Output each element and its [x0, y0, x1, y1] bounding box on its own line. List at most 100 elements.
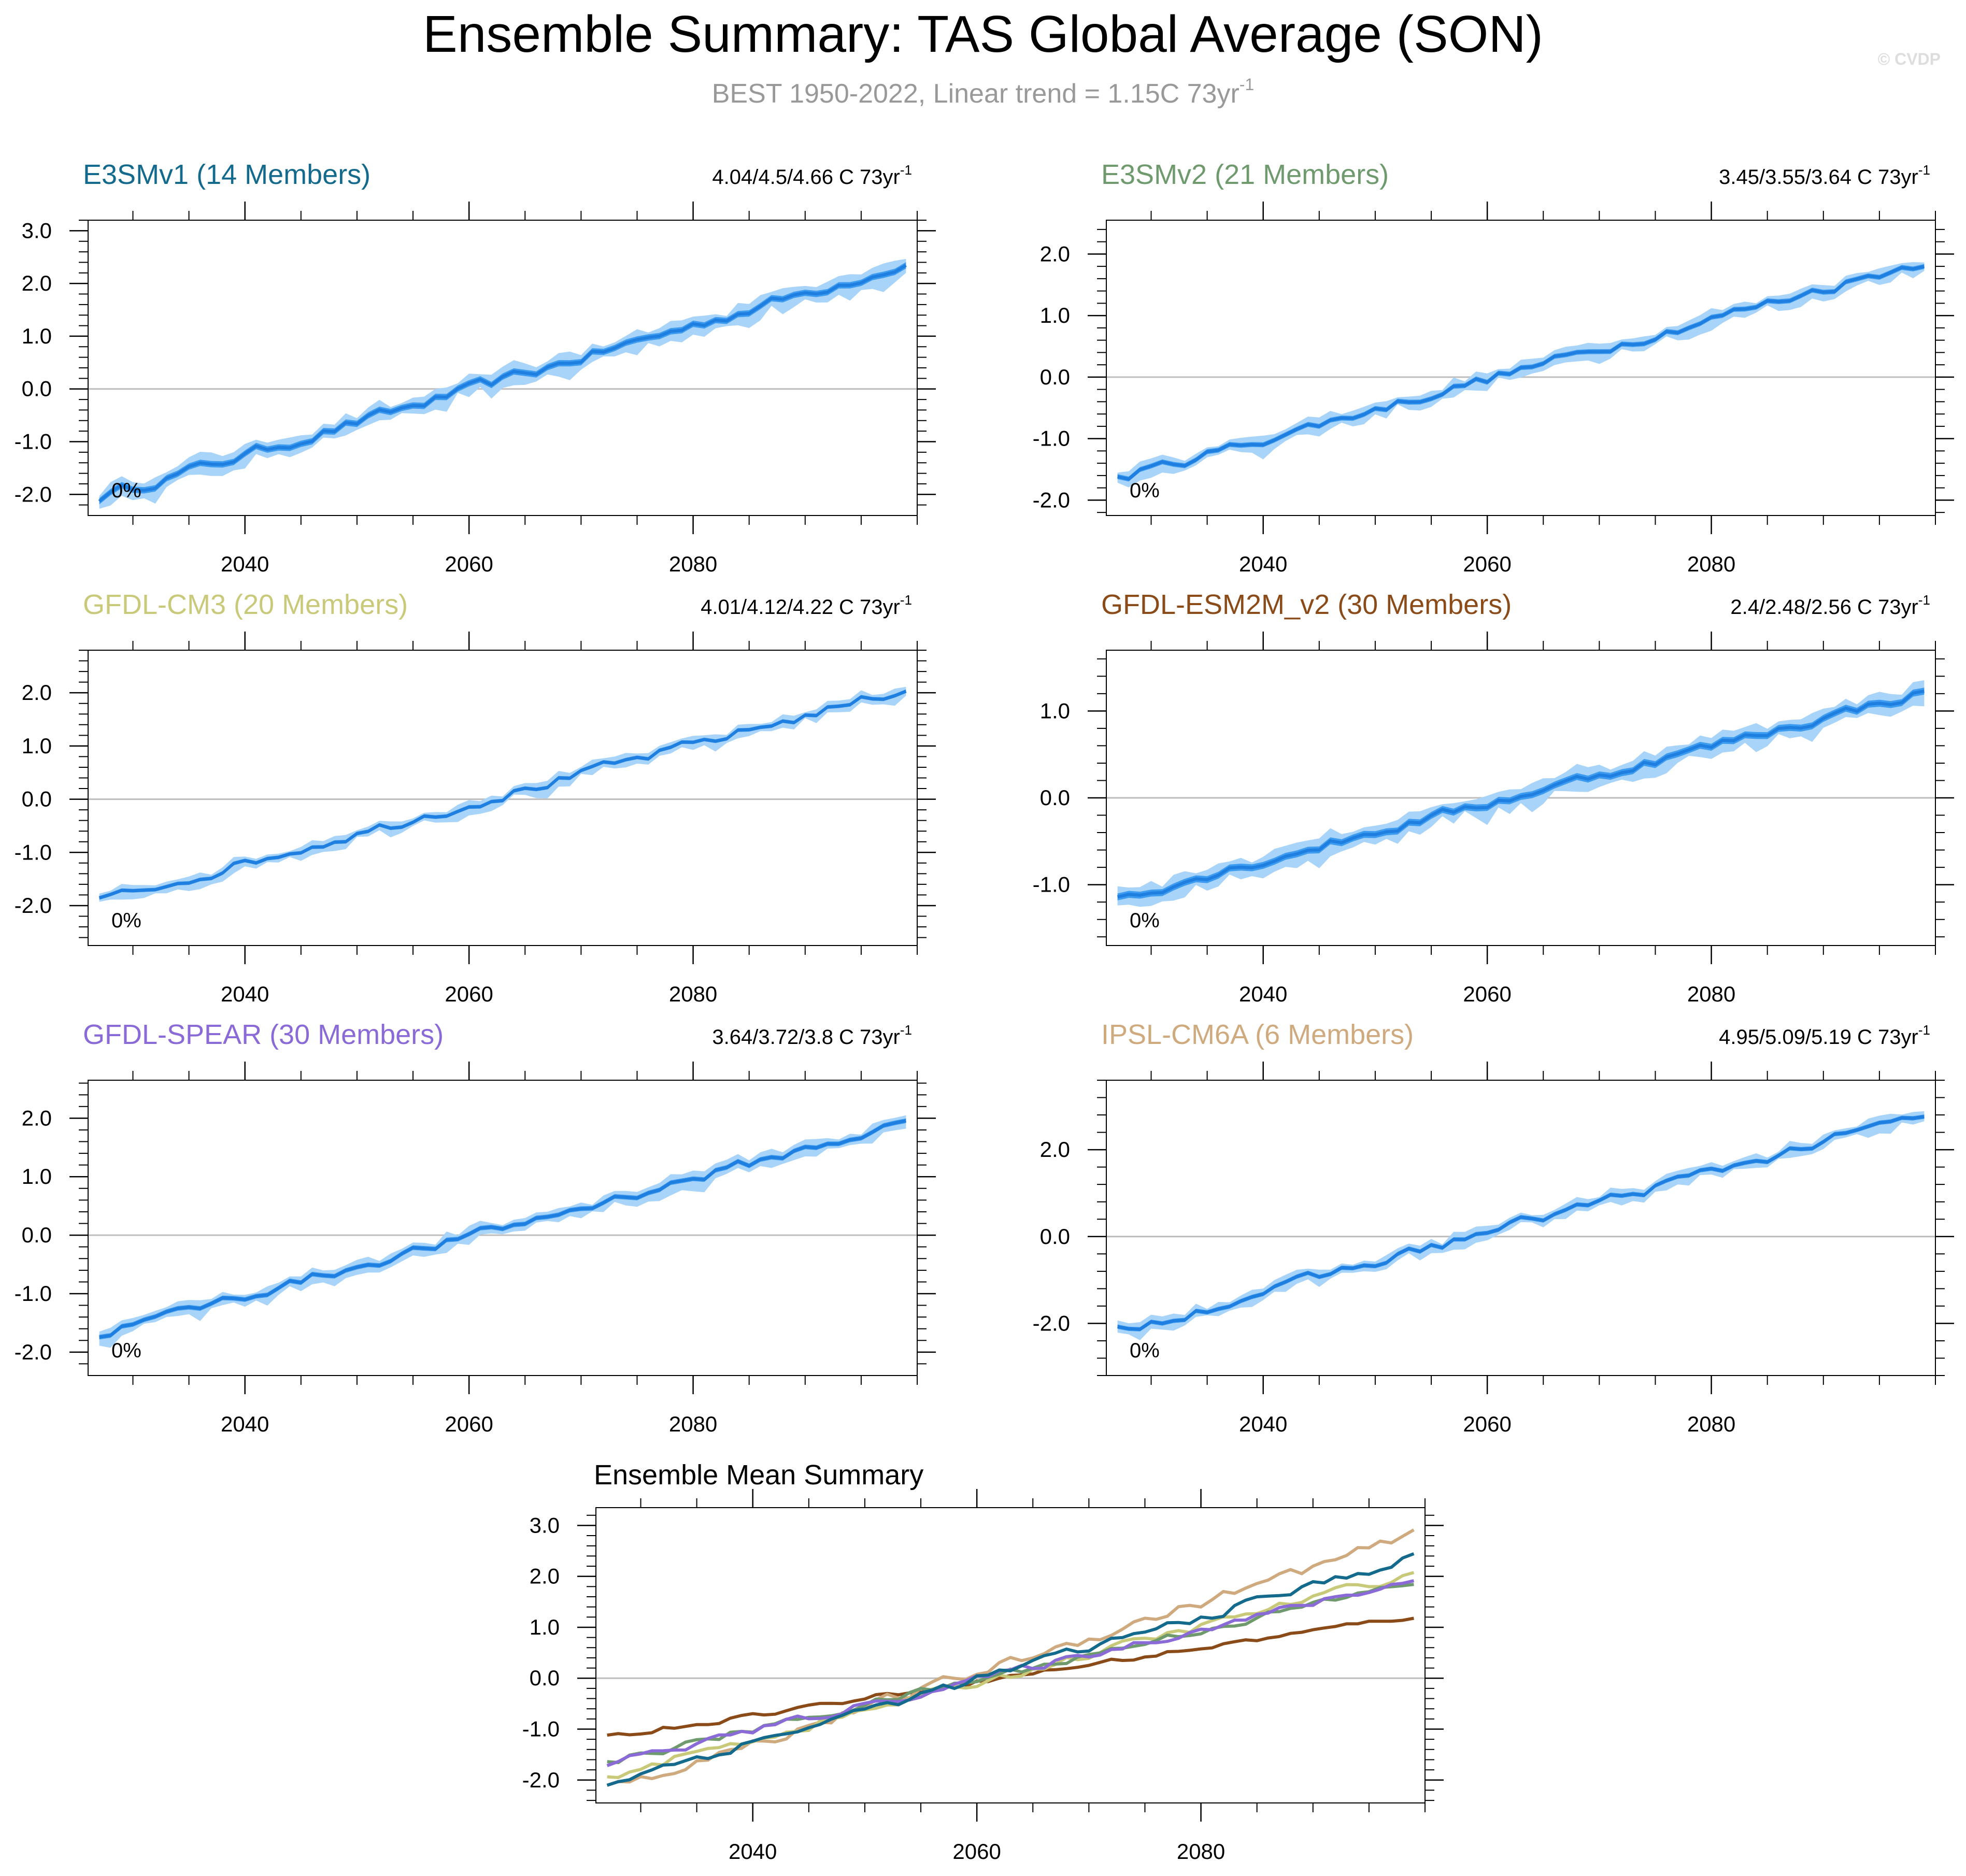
plot-area — [98, 686, 907, 902]
x-tick-label: 2080 — [669, 552, 717, 576]
ensemble-range-band — [99, 1115, 906, 1348]
plot-area — [99, 1115, 906, 1348]
x-tick-label: 2040 — [1239, 982, 1287, 1006]
plot-area — [606, 1528, 1415, 1787]
ensemble-range-band — [1117, 262, 1925, 488]
percent-label: 0% — [1130, 909, 1160, 932]
x-tick-label: 2080 — [1687, 982, 1735, 1006]
panel-title: GFDL-CM3 (20 Members) — [83, 589, 408, 620]
y-tick-label: 2.0 — [1040, 1137, 1070, 1162]
x-tick-label: 2060 — [952, 1839, 1001, 1864]
x-tick-label: 2060 — [445, 982, 493, 1006]
chart-panel-1: -2.0 -1.0 0.0 1.0 2.0 3.0 2040 2060 2080 E3SMv1 (… — [15, 159, 936, 576]
y-tick-label: 0.0 — [22, 1223, 52, 1247]
x-tick-label: 2060 — [1463, 1412, 1511, 1436]
percent-label: 0% — [111, 479, 141, 502]
y-tick-label: 0.0 — [1040, 785, 1070, 810]
ensemble-range-band — [1117, 1111, 1925, 1340]
ensemble-range-band — [99, 686, 906, 902]
y-tick-label: -1.0 — [522, 1717, 560, 1741]
y-tick-label: -2.0 — [522, 1768, 560, 1792]
ensemble-mean-line — [1117, 265, 1925, 481]
y-tick-label: -1.0 — [1033, 872, 1070, 897]
y-tick-label: 1.0 — [22, 1164, 52, 1188]
y-tick-label: -2.0 — [1033, 1311, 1070, 1335]
y-tick-label: 2.0 — [530, 1564, 560, 1588]
x-tick-label: 2060 — [445, 552, 493, 576]
y-tick-label: 2.0 — [22, 271, 52, 295]
x-tick-label: 2080 — [1177, 1839, 1225, 1864]
panel-title: E3SMv2 (21 Members) — [1101, 159, 1389, 190]
y-tick-label: -2.0 — [15, 482, 52, 506]
trend-label: 3.45/3.55/3.64 C 73yr-1 — [1719, 162, 1930, 189]
y-tick-label: 2.0 — [22, 680, 52, 705]
x-tick-label: 2040 — [221, 982, 269, 1006]
ensemble-mean-line — [1117, 689, 1925, 899]
plot-area — [1117, 1111, 1925, 1340]
y-tick-label: 0.0 — [22, 377, 52, 401]
chart-panel-6: -2.0 0.0 2.0 2040 2060 2080 IPSL-CM6A (6 Membe… — [1033, 1019, 1954, 1436]
chart-panel-3: -2.0 -1.0 0.0 1.0 2.0 2040 2060 2080 GFDL-CM3 (2… — [15, 589, 936, 1006]
trend-text: 4.01/4.12/4.22 C 73yr — [701, 596, 900, 619]
plot-frame — [88, 650, 918, 946]
series-line-1 — [607, 1616, 1414, 1737]
trend-exponent: -1 — [900, 162, 912, 178]
y-tick-label: 3.0 — [22, 218, 52, 242]
panel-title: GFDL-SPEAR (30 Members) — [83, 1019, 444, 1050]
trend-label: 2.4/2.48/2.56 C 73yr-1 — [1730, 592, 1930, 619]
subtitle-text: BEST 1950-2022, Linear trend = 1.15C 73y… — [712, 79, 1240, 109]
plot-area — [98, 259, 907, 509]
x-tick-label: 2040 — [1239, 1412, 1287, 1436]
x-tick-label: 2040 — [221, 1412, 269, 1436]
ensemble-mean-line — [1117, 1115, 1925, 1331]
trend-exponent: -1 — [1918, 1022, 1930, 1038]
plot-frame — [1106, 220, 1936, 516]
watermark: © CVDP — [1878, 50, 1941, 68]
x-tick-label: 2040 — [1239, 552, 1287, 576]
trend-text: 2.4/2.48/2.56 C 73yr — [1730, 596, 1918, 619]
percent-label: 0% — [1130, 479, 1160, 502]
ensemble-mean-line — [98, 264, 907, 503]
trend-exponent: -1 — [1918, 592, 1930, 608]
y-tick-label: 1.0 — [1040, 303, 1070, 327]
y-tick-label: -1.0 — [15, 1281, 52, 1306]
y-tick-label: 0.0 — [530, 1666, 560, 1690]
ensemble-mean-line — [98, 690, 907, 899]
y-tick-label: 1.0 — [1040, 698, 1070, 723]
y-tick-label: 1.0 — [22, 734, 52, 758]
trend-text: 4.04/4.5/4.66 C 73yr — [712, 166, 900, 189]
plot-frame — [88, 1080, 918, 1376]
y-tick-label: -1.0 — [1033, 426, 1070, 451]
plot-area — [1117, 680, 1925, 907]
y-tick-label: 2.0 — [22, 1106, 52, 1130]
figure-title: Ensemble Summary: TAS Global Average (SO… — [423, 5, 1543, 63]
panel-title: GFDL-ESM2M_v2 (30 Members) — [1101, 589, 1512, 620]
x-tick-label: 2040 — [729, 1839, 777, 1864]
plot-frame — [595, 1507, 1426, 1803]
panel-title: E3SMv1 (14 Members) — [83, 159, 371, 190]
trend-exponent: -1 — [900, 592, 912, 608]
chart-panel-4: -1.0 0.0 1.0 2040 2060 2080 GFDL-ESM2M_v2 (30 … — [1033, 589, 1954, 1006]
trend-label: 4.04/4.5/4.66 C 73yr-1 — [712, 162, 912, 189]
y-tick-label: 0.0 — [22, 787, 52, 811]
x-tick-label: 2040 — [221, 552, 269, 576]
trend-text: 3.64/3.72/3.8 C 73yr — [712, 1026, 900, 1049]
trend-exponent: -1 — [1918, 162, 1930, 178]
figure-subtitle: BEST 1950-2022, Linear trend = 1.15C 73y… — [712, 75, 1255, 109]
trend-label: 3.64/3.72/3.8 C 73yr-1 — [712, 1022, 912, 1049]
panel-title: IPSL-CM6A (6 Members) — [1101, 1019, 1414, 1050]
panel-title: Ensemble Mean Summary — [594, 1459, 923, 1491]
percent-label: 0% — [1130, 1339, 1160, 1362]
y-tick-label: -1.0 — [15, 840, 52, 864]
percent-label: 0% — [111, 1339, 141, 1362]
y-tick-label: 2.0 — [1040, 241, 1070, 266]
x-tick-label: 2060 — [1463, 552, 1511, 576]
x-tick-label: 2080 — [1687, 552, 1735, 576]
trend-label: 4.95/5.09/5.19 C 73yr-1 — [1719, 1022, 1930, 1049]
x-tick-label: 2080 — [1687, 1412, 1735, 1436]
x-tick-label: 2080 — [669, 1412, 717, 1436]
plot-area — [1117, 262, 1925, 488]
y-tick-label: 1.0 — [530, 1615, 560, 1639]
trend-label: 4.01/4.12/4.22 C 73yr-1 — [701, 592, 912, 619]
